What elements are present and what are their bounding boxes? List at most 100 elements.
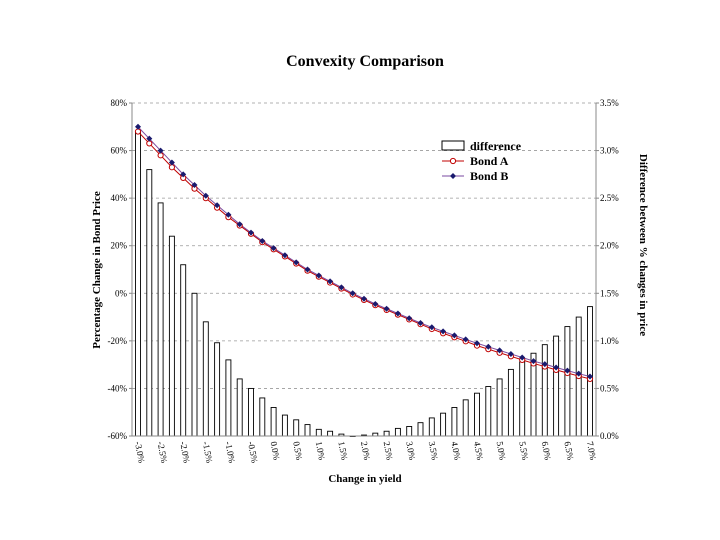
bond-b-point: [225, 211, 232, 218]
difference-bar: [383, 430, 390, 437]
bond-b-point: [293, 259, 300, 266]
bond-b-point: [541, 361, 548, 368]
y2-tick-label: 1.0%: [600, 336, 619, 346]
difference-bar: [146, 169, 153, 437]
y-tick-label: -20%: [108, 336, 128, 346]
y-tick-label: 0%: [115, 288, 128, 298]
difference-bar: [259, 397, 266, 437]
x-tick-label: 6.0%: [540, 441, 553, 462]
y2-tick-label: 0.5%: [600, 383, 619, 393]
bond-b-point: [507, 350, 514, 357]
bond-b-point: [191, 182, 198, 189]
bond-b-point: [281, 252, 288, 259]
bond-b-point: [451, 332, 458, 339]
bond-b-point: [202, 192, 209, 199]
bond-b-point: [214, 202, 221, 209]
bond-b-point: [270, 245, 277, 252]
bond-b-point: [462, 336, 469, 343]
y-tick-label: 60%: [111, 146, 128, 156]
bond-b-point: [315, 272, 322, 279]
bond-b-point: [236, 221, 243, 228]
y2-axis-title: Difference between % changes in price: [637, 154, 649, 336]
difference-bar: [202, 321, 209, 437]
y-tick-label: 20%: [111, 241, 128, 251]
legend-difference-label: difference: [470, 139, 522, 153]
difference-bar: [293, 419, 300, 437]
y-tick-label: 40%: [111, 193, 128, 203]
bond-b-point: [587, 373, 593, 380]
difference-bar: [315, 428, 322, 437]
x-tick-label: -3.0%: [133, 441, 147, 465]
bond-b-point: [575, 370, 582, 377]
x-tick-label: -0.5%: [246, 441, 260, 465]
gridlines: [132, 102, 596, 437]
x-tick-label: 3.0%: [404, 441, 417, 462]
x-tick-label: -2.5%: [156, 441, 170, 465]
difference-bar: [587, 306, 593, 437]
difference-bar: [180, 264, 187, 437]
legend-bond-a-label: Bond A: [470, 154, 509, 168]
difference-bar: [541, 344, 548, 437]
y-tick-label: 80%: [111, 98, 128, 108]
x-tick-label: 1.0%: [314, 441, 327, 462]
difference-bar: [281, 414, 288, 437]
difference-bar: [406, 426, 413, 437]
difference-bar: [474, 392, 480, 437]
x-tick-labels: -3.0% -2.5% -2.0% -1.5% -1.0% -0.5% 0.0% 0.5% 1.…: [133, 441, 598, 465]
bond-b-point: [304, 266, 311, 273]
bond-b-point: [248, 229, 254, 236]
y2-tick-label: 0.0%: [600, 431, 619, 441]
difference-bar: [248, 387, 254, 437]
x-tick-label: 3.5%: [427, 441, 440, 462]
y2-tick-label: 3.0%: [600, 146, 619, 156]
x-tick-label: 4.0%: [449, 441, 462, 462]
bond-b-point: [474, 340, 480, 347]
bond-b-point: [146, 135, 153, 142]
bond-b-point: [338, 284, 345, 291]
y2-tick-labels: 3.5% 3.0% 2.5% 2.0% 1.5% 1.0% 0.5% 0.0%: [600, 98, 619, 441]
bond-b-point: [530, 358, 537, 365]
legend-bond-a-marker: [449, 157, 457, 165]
bond-b-point: [440, 328, 447, 335]
bond-lines: [134, 123, 594, 383]
y2-tick-label: 2.5%: [600, 193, 619, 203]
bond-b-point: [180, 171, 187, 178]
bond-b-point: [259, 237, 266, 244]
bond-b-point: [383, 305, 390, 312]
difference-bar: [157, 202, 164, 437]
bond-b-point: [417, 320, 424, 327]
bond-b-point: [157, 147, 164, 154]
difference-bar: [394, 427, 401, 437]
bond-b-point: [327, 278, 334, 285]
bond-b-point: [361, 295, 367, 302]
chart-title: Convexity Comparison: [286, 53, 444, 70]
x-axis-title: Change in yield: [328, 473, 401, 485]
difference-bar: [214, 342, 221, 437]
difference-bar: [496, 378, 503, 437]
y-axis-title: Percentage Change in Bond Price: [91, 191, 103, 349]
difference-bar: [168, 235, 175, 437]
axes: [129, 102, 599, 437]
bond-b-point: [564, 367, 571, 374]
difference-bar: [451, 407, 458, 437]
difference-bar: [304, 424, 311, 437]
difference-bar: [519, 361, 526, 437]
y-tick-labels: 80% 60% 40% 20% 0% -20% -40% -60%: [108, 98, 128, 441]
difference-bar: [553, 335, 560, 437]
bond-b-point: [394, 310, 401, 317]
x-tick-label: 2.5%: [382, 441, 395, 462]
difference-bar: [440, 412, 447, 437]
y2-tick-label: 2.0%: [600, 241, 619, 251]
x-tick-label: 0.5%: [291, 441, 304, 462]
legend-difference-swatch: [441, 140, 465, 151]
x-tick-label: 6.5%: [562, 441, 575, 462]
difference-bar: [327, 430, 334, 437]
difference-bar: [428, 417, 435, 437]
bond-b-point: [485, 343, 492, 350]
difference-bar: [507, 368, 514, 437]
bond-b-point: [496, 347, 503, 354]
difference-bar: [236, 378, 243, 437]
bond-b-point: [168, 159, 175, 166]
x-tick-label: 0.0%: [269, 441, 282, 462]
